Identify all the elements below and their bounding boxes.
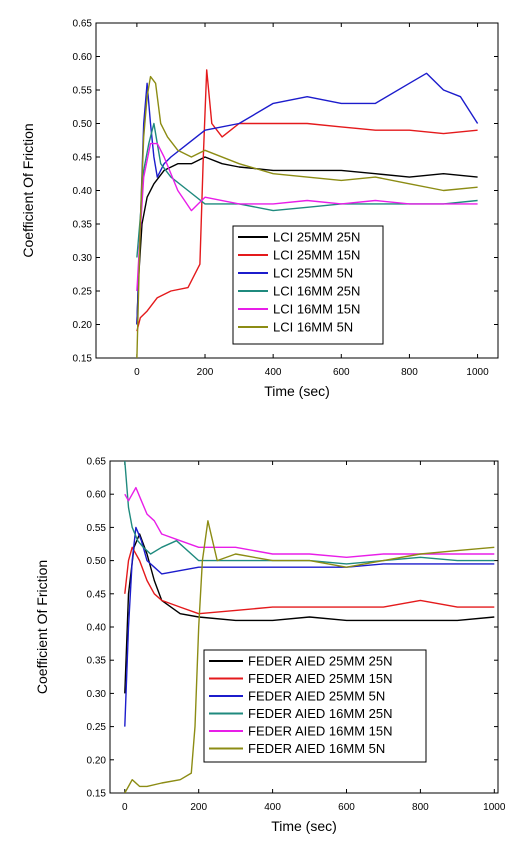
legend-label: FEDER AIED 16MM 25N xyxy=(248,706,393,721)
y-tick-label: 0.20 xyxy=(73,320,93,331)
series-line-6 xyxy=(136,75,478,358)
y-tick-label: 0.50 xyxy=(87,556,107,567)
y-tick-label: 0.40 xyxy=(87,623,107,634)
x-axis-label: Time (sec) xyxy=(271,818,337,834)
x-tick-label: 1000 xyxy=(466,367,489,378)
y-axis-label: Coefficient Of Friction xyxy=(34,560,50,694)
x-tick-label: 800 xyxy=(401,367,418,378)
y-tick-label: 0.50 xyxy=(73,119,93,130)
x-tick-label: 400 xyxy=(265,367,282,378)
y-tick-label: 0.30 xyxy=(87,689,107,700)
chart-2: 0.15 0.20 0.25 0.30 0.35 0.40 0.45 0.50 0.55 0.60… xyxy=(34,457,506,835)
series-line-5 xyxy=(124,486,495,558)
legend-label: LCI 16MM 5N xyxy=(273,320,353,335)
y-tick-label: 0.45 xyxy=(87,589,107,600)
x-tick-label: 0 xyxy=(134,367,140,378)
y-tick-label: 0.25 xyxy=(73,287,93,298)
legend-label: LCI 25MM 15N xyxy=(273,248,360,263)
series-line-6 xyxy=(124,520,495,793)
legend-label: FEDER AIED 25MM 5N xyxy=(248,689,385,704)
series-line-4 xyxy=(124,461,495,565)
x-tick-label: 0 xyxy=(122,802,128,813)
y-tick-label: 0.55 xyxy=(73,86,93,97)
y-tick-label: 0.30 xyxy=(73,253,93,264)
y-tick-label: 0.15 xyxy=(73,354,93,365)
x-tick-label: 600 xyxy=(333,367,350,378)
series-line-5 xyxy=(136,142,478,292)
legend-label: FEDER AIED 16MM 15N xyxy=(248,724,393,739)
legend-label: LCI 25MM 25N xyxy=(273,230,360,245)
x-tick-label: 200 xyxy=(197,367,214,378)
x-tick-label: 600 xyxy=(338,802,355,813)
legend-label: FEDER AIED 25MM 25N xyxy=(248,654,393,669)
x-tick-label: 800 xyxy=(412,802,429,813)
y-tick-label: 0.60 xyxy=(73,52,93,63)
y-tick-label: 0.20 xyxy=(87,755,107,766)
series-line-1 xyxy=(136,156,478,325)
legend-label: LCI 16MM 15N xyxy=(273,302,360,317)
x-tick-label: 200 xyxy=(190,802,207,813)
x-tick-label: 1000 xyxy=(483,802,506,813)
series-line-3 xyxy=(136,72,479,325)
series-line-2 xyxy=(124,546,495,615)
y-tick-label: 0.45 xyxy=(73,153,93,164)
legend-label: FEDER AIED 16MM 5N xyxy=(248,741,385,756)
y-tick-label: 0.65 xyxy=(73,19,93,30)
x-axis-label: Time (sec) xyxy=(264,383,330,399)
legend-label: LCI 16MM 25N xyxy=(273,284,360,299)
x-tick-label: 400 xyxy=(264,802,281,813)
legend-box xyxy=(203,649,427,763)
y-tick-label: 0.55 xyxy=(87,523,107,534)
legend: LCI 25MM 25N LCI 25MM 15N LCI 25MM 5N LCI 1… xyxy=(232,225,384,345)
y-axis-label: Coefficient Of Friction xyxy=(20,123,36,257)
legend-label: FEDER AIED 25MM 15N xyxy=(248,671,393,686)
series-line-2 xyxy=(136,69,478,332)
y-tick-label: 0.35 xyxy=(73,220,93,231)
chart-1: 0.15 0.20 0.25 0.30 0.35 0.40 0.45 0.50 0.55 0.60… xyxy=(20,19,499,399)
y-tick-label: 0.65 xyxy=(87,457,107,468)
legend-box xyxy=(232,225,384,345)
y-tick-label: 0.60 xyxy=(87,490,107,501)
series-line-3 xyxy=(124,526,495,727)
y-tick-label: 0.25 xyxy=(87,722,107,733)
y-tick-label: 0.40 xyxy=(73,186,93,197)
y-tick-label: 0.35 xyxy=(87,656,107,667)
y-tick-label: 0.15 xyxy=(87,789,107,800)
legend-label: LCI 25MM 5N xyxy=(273,266,353,281)
legend: FEDER AIED 25MM 25N FEDER AIED 25MM 15N FE… xyxy=(203,649,427,763)
series-line-4 xyxy=(136,122,478,258)
